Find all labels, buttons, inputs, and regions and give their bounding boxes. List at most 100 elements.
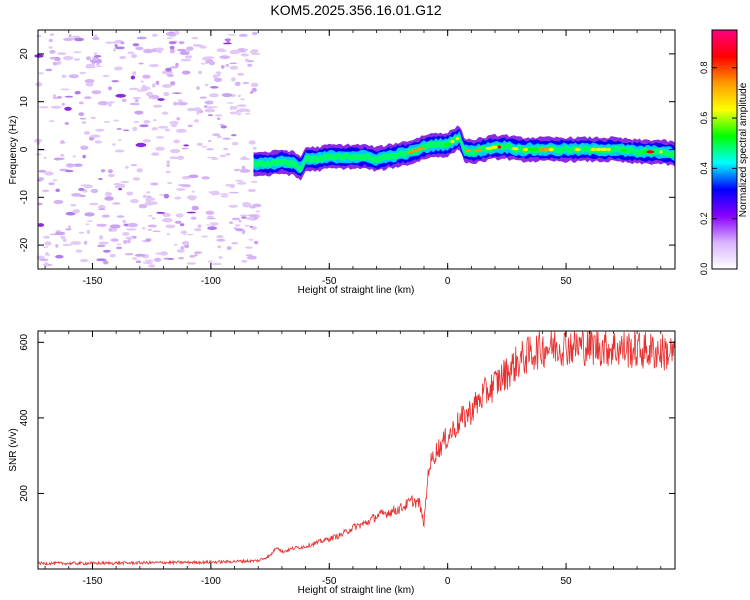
noise-blob <box>80 145 89 150</box>
noise-blob <box>155 80 160 85</box>
noise-blob <box>127 51 135 55</box>
noise-blob <box>82 154 86 159</box>
noise-blob <box>181 147 189 150</box>
noise-blob <box>60 154 65 157</box>
noise-blob <box>74 90 81 95</box>
noise-blob <box>235 179 244 182</box>
snr-panel: -150 -100 -50 0 50 200 400 600 Height of strai… <box>8 330 676 596</box>
noise-blob <box>52 97 62 99</box>
noise-blob <box>177 48 187 52</box>
noise-blob <box>229 111 238 115</box>
noise-blob <box>167 182 173 185</box>
noise-blob <box>148 214 153 217</box>
spectrogram-x-axis-label: Height of straight line (km) <box>298 285 415 296</box>
noise-blob <box>231 77 236 82</box>
noise-blob <box>243 48 248 51</box>
noise-blob <box>98 241 109 245</box>
noise-blob <box>207 114 214 116</box>
noise-blob <box>216 48 226 52</box>
noise-blob <box>160 251 168 256</box>
snr-x-tick-label: -150 <box>82 576 102 587</box>
ridge-peak <box>527 147 534 152</box>
noise-blob <box>253 240 259 245</box>
noise-blob <box>62 243 73 246</box>
noise-blob <box>97 244 106 248</box>
noise-blob <box>55 231 66 236</box>
noise-blob <box>181 70 191 75</box>
noise-blob <box>174 243 178 246</box>
noise-blob <box>225 63 230 67</box>
noise-blob <box>107 86 113 91</box>
noise-blob <box>132 257 138 260</box>
noise-blob <box>105 41 113 44</box>
noise-blob <box>172 92 182 94</box>
snr-x-tick-label: 0 <box>445 576 451 587</box>
noise-blob <box>112 143 116 146</box>
noise-blob <box>234 81 241 87</box>
noise-blob <box>125 166 129 169</box>
spectrogram-x-tick-label: -100 <box>201 276 221 287</box>
noise-blob <box>165 67 172 72</box>
snr-series-line <box>37 330 676 566</box>
spectrogram-x-tick-label: -50 <box>322 276 337 287</box>
noise-blob <box>231 217 241 221</box>
colorbar: 0.0 0.2 0.4 0.6 0.8 Normalized spectral ampl… <box>699 29 749 275</box>
noise-blob <box>130 75 136 80</box>
noise-blob <box>145 91 154 97</box>
noise-blob <box>75 249 83 253</box>
noise-blob <box>132 71 137 76</box>
noise-blob <box>234 224 241 227</box>
noise-blob <box>245 254 253 257</box>
noise-blob <box>44 262 49 267</box>
noise-blob <box>191 190 195 193</box>
noise-blob <box>83 131 91 135</box>
noise-blob <box>229 221 234 225</box>
noise-blob <box>37 177 45 181</box>
noise-blob <box>191 36 199 40</box>
noise-blob <box>169 66 179 69</box>
noise-blob <box>134 253 146 257</box>
noise-blob <box>209 93 219 98</box>
noise-blob <box>142 261 154 264</box>
noise-blob <box>68 74 79 79</box>
noise-blob <box>237 72 245 76</box>
noise-blob <box>129 102 140 106</box>
noise-blob <box>206 148 214 151</box>
noise-blob <box>193 254 198 257</box>
noise-blob <box>215 71 222 74</box>
noise-blob <box>122 232 130 236</box>
noise-blob <box>244 224 251 227</box>
noise-blob <box>136 89 148 92</box>
noise-blob <box>57 60 62 65</box>
noise-blob <box>84 79 95 84</box>
spectrogram-ridge-layer <box>253 125 675 181</box>
noise-blob <box>139 124 149 128</box>
noise-blob <box>130 199 139 204</box>
ridge-peak <box>511 147 519 151</box>
noise-blob <box>155 146 165 151</box>
noise-blob <box>132 177 141 181</box>
noise-blob <box>108 103 112 107</box>
noise-blob <box>186 211 196 214</box>
noise-blob <box>201 176 210 180</box>
noise-blob <box>123 240 128 244</box>
noise-blob <box>179 51 190 55</box>
noise-blob <box>180 58 192 62</box>
noise-blob <box>175 128 187 133</box>
noise-blob <box>166 37 173 39</box>
noise-blob <box>211 157 219 160</box>
spectrogram-x-tick-label: 50 <box>561 276 573 287</box>
noise-blob <box>182 175 191 180</box>
ridge-peak <box>642 150 649 154</box>
noise-blob <box>136 168 143 173</box>
noise-blob <box>55 244 59 248</box>
noise-blob <box>227 34 236 36</box>
noise-blob <box>208 191 216 194</box>
noise-blob <box>188 174 199 179</box>
noise-blob <box>74 37 84 42</box>
noise-blob <box>79 117 87 120</box>
noise-blob <box>252 146 257 150</box>
noise-blob <box>158 125 169 129</box>
noise-blob <box>186 233 194 236</box>
noise-blob <box>44 241 52 246</box>
